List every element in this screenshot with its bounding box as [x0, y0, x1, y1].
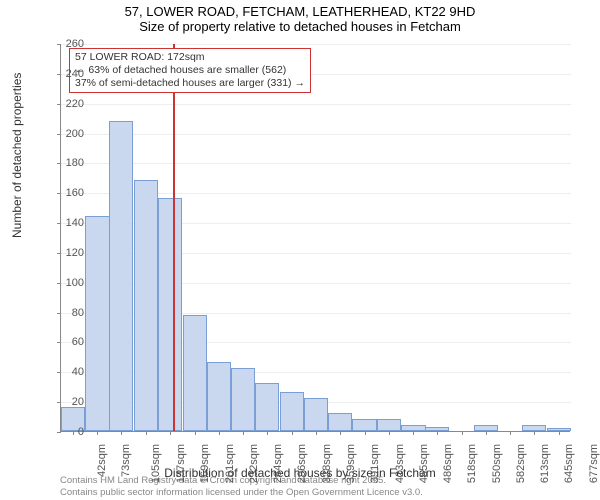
xtick-label: 169sqm: [199, 444, 211, 483]
gridline: [61, 44, 571, 45]
xtick-label: 232sqm: [248, 444, 260, 483]
xtick-mark: [486, 431, 487, 435]
xtick-label: 328sqm: [321, 444, 333, 483]
ytick-label: 120: [54, 247, 84, 259]
histogram-bar: [85, 216, 109, 431]
ytick-label: 200: [54, 128, 84, 140]
histogram-bar: [328, 413, 352, 431]
xtick-mark: [243, 431, 244, 435]
plot-region: 57 LOWER ROAD: 172sqm← 63% of detached h…: [60, 44, 570, 432]
xtick-label: 486sqm: [442, 444, 454, 483]
histogram-bar: [304, 398, 328, 431]
xtick-label: 677sqm: [588, 444, 600, 483]
xtick-mark: [170, 431, 171, 435]
xtick-mark: [219, 431, 220, 435]
callout-line3: 37% of semi-detached houses are larger (…: [75, 77, 305, 90]
marker-line: [173, 44, 175, 431]
xtick-label: 296sqm: [297, 444, 309, 483]
xtick-mark: [437, 431, 438, 435]
histogram-bar: [158, 198, 182, 431]
xtick-mark: [97, 431, 98, 435]
xtick-label: 582sqm: [515, 444, 527, 483]
gridline: [61, 104, 571, 105]
xtick-label: 201sqm: [224, 444, 236, 483]
xtick-mark: [316, 431, 317, 435]
xtick-label: 264sqm: [272, 444, 284, 483]
callout-line1: 57 LOWER ROAD: 172sqm: [75, 51, 305, 64]
xtick-label: 137sqm: [175, 444, 187, 483]
ytick-label: 80: [54, 307, 84, 319]
xtick-mark: [534, 431, 535, 435]
xtick-mark: [389, 431, 390, 435]
histogram-bar: [183, 315, 207, 431]
xtick-mark: [195, 431, 196, 435]
xtick-label: 105sqm: [151, 444, 163, 483]
callout-line2: ← 63% of detached houses are smaller (56…: [75, 64, 305, 77]
ytick-label: 60: [54, 336, 84, 348]
credits-line2: Contains public sector information licen…: [60, 487, 423, 498]
xtick-mark: [365, 431, 366, 435]
ytick-label: 20: [54, 396, 84, 408]
xtick-mark: [510, 431, 511, 435]
ytick-label: 180: [54, 157, 84, 169]
xtick-mark: [340, 431, 341, 435]
xtick-label: 391sqm: [369, 444, 381, 483]
xtick-label: 613sqm: [539, 444, 551, 483]
ytick-label: 40: [54, 366, 84, 378]
chart-area: 57 LOWER ROAD: 172sqm← 63% of detached h…: [60, 44, 570, 432]
ytick-label: 240: [54, 68, 84, 80]
xtick-label: 359sqm: [345, 444, 357, 483]
ytick-label: 260: [54, 38, 84, 50]
histogram-bar: [280, 392, 304, 431]
gridline: [61, 163, 571, 164]
histogram-bar: [255, 383, 279, 431]
xtick-label: 73sqm: [120, 444, 132, 477]
chart-title-line1: 57, LOWER ROAD, FETCHAM, LEATHERHEAD, KT…: [0, 0, 600, 19]
gridline: [61, 134, 571, 135]
ytick-label: 220: [54, 98, 84, 110]
chart-title-line2: Size of property relative to detached ho…: [0, 19, 600, 36]
histogram-bar: [377, 419, 401, 431]
ytick-label: 100: [54, 277, 84, 289]
xtick-mark: [292, 431, 293, 435]
xtick-label: 550sqm: [491, 444, 503, 483]
xtick-label: 423sqm: [394, 444, 406, 483]
xtick-mark: [146, 431, 147, 435]
histogram-bar: [134, 180, 158, 431]
xtick-label: 42sqm: [96, 444, 108, 477]
ytick-label: 0: [54, 426, 84, 438]
histogram-bar: [109, 121, 133, 431]
ytick-label: 140: [54, 217, 84, 229]
histogram-bar: [352, 419, 376, 431]
ytick-label: 160: [54, 187, 84, 199]
callout-box: 57 LOWER ROAD: 172sqm← 63% of detached h…: [69, 48, 311, 93]
xtick-label: 455sqm: [418, 444, 430, 483]
xtick-mark: [413, 431, 414, 435]
xtick-mark: [121, 431, 122, 435]
xtick-mark: [462, 431, 463, 435]
xtick-label: 645sqm: [563, 444, 575, 483]
xtick-mark: [267, 431, 268, 435]
xtick-mark: [559, 431, 560, 435]
histogram-bar: [207, 362, 231, 431]
y-axis-label: Number of detached properties: [10, 73, 24, 238]
xtick-label: 518sqm: [466, 444, 478, 483]
histogram-bar: [231, 368, 255, 431]
